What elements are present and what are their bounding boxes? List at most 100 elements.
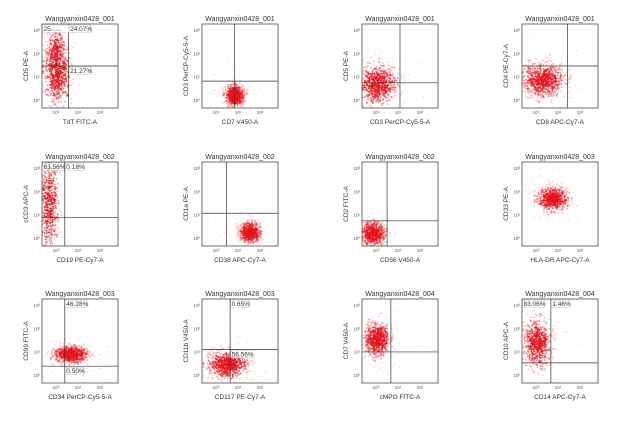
event-dot [48, 179, 51, 182]
event-dot [379, 93, 382, 95]
event-dot [42, 90, 44, 93]
event-dot [533, 67, 536, 70]
event-dot [42, 66, 44, 69]
event-dot [535, 100, 538, 102]
event-dot [522, 70, 525, 73]
event-dot [236, 240, 238, 242]
event-dot [366, 93, 369, 96]
event-dot [414, 69, 416, 71]
event-dot [242, 87, 245, 90]
event-dot [364, 240, 366, 243]
event-dot [42, 220, 45, 222]
event-dot [513, 70, 515, 72]
event-dot [393, 84, 395, 86]
event-dot [243, 238, 245, 240]
event-dot [229, 84, 232, 86]
event-dot [65, 52, 68, 54]
event-dot [42, 70, 45, 73]
y-tick-label: 10¹ [33, 75, 40, 80]
event-dot [534, 67, 537, 70]
event-dot [37, 220, 39, 222]
event-dot [586, 73, 588, 75]
event-dot [56, 213, 59, 216]
event-dot [241, 249, 242, 250]
event-dot [384, 91, 387, 94]
event-dot [237, 83, 239, 85]
event-dot [256, 210, 259, 212]
event-dot [48, 149, 49, 150]
event-dot [227, 87, 230, 89]
event-dot [227, 105, 230, 107]
event-dot [44, 89, 46, 92]
event-dot [54, 174, 57, 177]
plot-frame [201, 23, 279, 109]
event-dot [240, 88, 242, 91]
event-dot [555, 69, 557, 72]
event-dot [49, 222, 51, 225]
event-dot [245, 92, 248, 95]
event-dot [610, 101, 611, 102]
event-dot [545, 60, 548, 63]
event-dot [558, 66, 561, 69]
event-dot [539, 67, 542, 70]
event-dot [59, 33, 62, 36]
event-dot [534, 75, 536, 78]
x-tick-label: 10¹ [235, 248, 242, 253]
event-dot [247, 214, 249, 217]
event-dot [541, 73, 544, 75]
event-dot [533, 69, 536, 72]
event-dot [42, 193, 45, 195]
event-dot [559, 78, 562, 81]
scatter-plot-6: Wangyanxin0428_002 10³ 10² 10¹ 10⁰ 10⁰ 10¹ 10² C… [172, 150, 322, 286]
event-dot [593, 79, 595, 81]
event-dot [36, 178, 38, 180]
event-dot [577, 54, 579, 56]
event-dot [377, 221, 379, 224]
event-dot [400, 77, 403, 80]
event-dot [527, 66, 529, 69]
event-dot [46, 227, 48, 230]
event-dot [56, 234, 59, 237]
event-dot [269, 238, 271, 240]
event-dot [491, 117, 492, 118]
event-dot [540, 83, 542, 86]
event-dot [201, 123, 202, 124]
event-dot [255, 236, 258, 239]
event-dot [261, 90, 263, 92]
event-dot [59, 184, 62, 186]
event-dot [230, 86, 232, 89]
event-dot [68, 75, 71, 78]
event-dot [65, 81, 67, 83]
event-dot [238, 96, 241, 98]
event-dot [391, 97, 393, 100]
event-dot [392, 99, 394, 101]
event-dot [535, 66, 537, 68]
event-dot [259, 222, 262, 225]
event-dot [61, 59, 64, 62]
event-dot [556, 72, 559, 75]
event-dot [555, 88, 557, 91]
event-dot [66, 80, 68, 83]
event-dot [232, 99, 235, 102]
event-dot [357, 82, 359, 84]
event-dot [373, 87, 376, 90]
event-dot [549, 53, 551, 56]
event-dot [537, 94, 540, 97]
event-dot [240, 127, 241, 128]
event-dot [256, 227, 258, 229]
event-dot [386, 61, 389, 63]
event-dot [44, 63, 46, 65]
event-dot [44, 172, 47, 175]
event-dot [384, 144, 385, 145]
event-dot [62, 91, 65, 93]
event-dot [332, 117, 333, 118]
event-dot [524, 90, 526, 92]
event-dot [251, 241, 254, 244]
event-dot [53, 121, 55, 123]
event-dot [242, 236, 244, 239]
event-dot [353, 87, 355, 89]
event-dot [55, 38, 58, 41]
event-dot [568, 131, 569, 132]
event-dot [92, 52, 94, 55]
event-dot [63, 59, 65, 62]
